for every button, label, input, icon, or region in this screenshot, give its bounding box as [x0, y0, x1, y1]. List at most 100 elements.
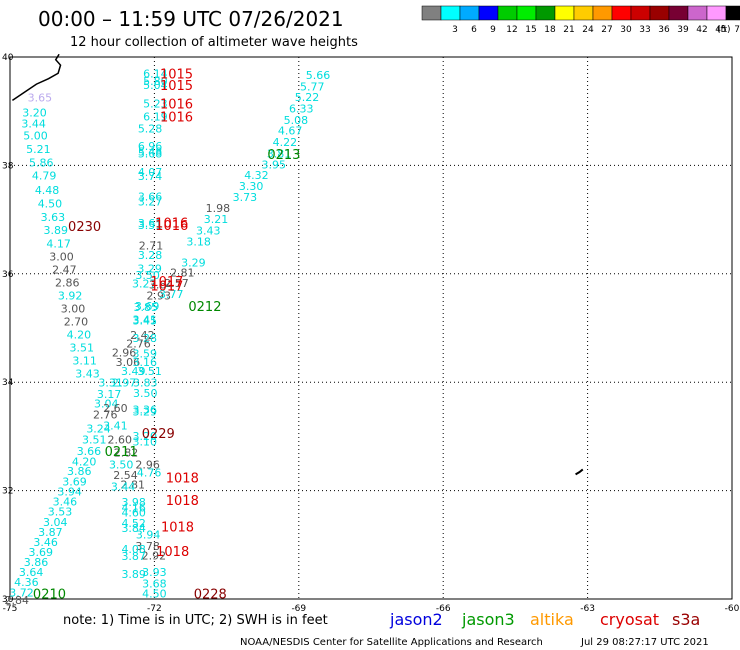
color-scale: 36912151821242730333639424570(ft): [421, 5, 740, 35]
wave-height-value: 3.30: [239, 180, 264, 193]
y-tick-label: 40: [2, 53, 14, 63]
wave-height-value: 5.28: [138, 123, 163, 136]
wave-height-value: 2.81: [170, 267, 195, 280]
wave-height-value: 5.22: [295, 91, 320, 104]
wave-height-value: 5.66: [306, 69, 331, 82]
wave-height-value: 3.94: [57, 486, 82, 499]
color-scale-label: 36: [658, 25, 670, 35]
wave-height-value: 3.74: [138, 170, 163, 183]
wave-height-value: 3.06: [116, 356, 141, 369]
satellite-name: altika: [530, 610, 574, 629]
y-tick-label: 32: [2, 487, 13, 497]
wave-height-value: 3.20: [133, 430, 158, 443]
color-scale-label: 18: [544, 25, 556, 35]
wave-height-value: 3.98: [121, 496, 146, 509]
wave-height-value: 3.29: [133, 405, 158, 418]
wave-height-value: 3.00: [61, 302, 86, 315]
wave-height-value: 4.50: [38, 197, 63, 210]
wave-height-value: 2.42: [130, 329, 155, 342]
wave-height-value: 3.69: [29, 546, 54, 559]
wave-height-value: 4.79: [32, 170, 57, 183]
wave-height-value: 4.08: [121, 543, 146, 556]
color-swatch: [611, 5, 632, 21]
pass-label: 1015: [160, 67, 193, 82]
wave-height-value: 5.21: [26, 143, 51, 156]
wave-height-value: 3.89: [121, 568, 146, 581]
wave-height-value: 3.89: [43, 224, 68, 237]
x-tick-label: -69: [291, 604, 306, 614]
wave-height-value: 3.92: [58, 289, 83, 302]
axis-ticks: -75 -72 -69 -66 -63 -60 30 32 34 36 38 40: [2, 53, 740, 614]
wave-height-value: 4.52: [121, 517, 146, 530]
wave-height-value: 3.45: [133, 314, 158, 327]
wave-height-value: 3.69: [62, 475, 87, 488]
color-scale-label: 21: [563, 25, 574, 35]
wave-height-value: 3.84: [121, 522, 146, 535]
wave-height-value: 6.33: [289, 102, 314, 115]
wave-height-value: 2.84: [4, 594, 29, 607]
color-scale-label: 39: [677, 25, 689, 35]
color-scale-label: 9: [490, 25, 496, 35]
wave-height-value: 3.61: [138, 217, 163, 230]
color-scale-label: 27: [601, 25, 612, 35]
wave-height-value: 3.51: [69, 342, 94, 355]
pass-label: 0213: [267, 148, 300, 163]
wave-height-value: 3.18: [186, 235, 211, 248]
wave-height-value: 3.93: [142, 566, 167, 579]
pass-label: 1017: [150, 275, 183, 290]
wave-height-value: 3.46: [53, 495, 78, 508]
wave-height-value: 3.59: [133, 347, 158, 360]
wave-height-value: 2.96: [135, 459, 160, 472]
wave-height-value: 3.11: [72, 355, 97, 368]
wave-height-value: 4.76: [137, 467, 162, 480]
color-swatch: [535, 5, 556, 21]
pass-label: 1018: [156, 545, 189, 560]
wave-height-value: 3.78: [135, 540, 160, 553]
pass-label: 1016: [155, 216, 188, 231]
pass-label: 1016: [155, 219, 188, 234]
wave-height-value: 3.64: [19, 566, 44, 579]
wave-height-value: 3.04: [94, 397, 119, 410]
island-path: [575, 468, 584, 476]
wave-height-value: 4.67: [278, 125, 303, 138]
color-swatch: [516, 5, 537, 21]
wave-height-value: 2.54: [113, 469, 138, 482]
color-swatch: [459, 5, 480, 21]
y-tick-label: 36: [2, 270, 14, 280]
coastline-path: [11, 53, 62, 101]
wave-height-value: 3.65: [28, 92, 53, 105]
wave-height-value: 3.43: [75, 368, 100, 381]
color-swatch: [725, 5, 740, 21]
wave-height-value: 3.50: [133, 387, 158, 400]
pass-label: 1015: [160, 79, 193, 94]
color-scale-label: 24: [582, 25, 594, 35]
pass-label: 1018: [161, 520, 194, 535]
x-tick-label: -63: [580, 604, 595, 614]
pass-label: 1018: [166, 472, 199, 487]
wave-height-value: 3.29: [181, 256, 206, 269]
color-scale-label: 33: [639, 25, 650, 35]
color-scale-label: 6: [471, 25, 477, 35]
wave-height-value: 3.04: [43, 516, 68, 529]
wave-height-value: 3.87: [121, 550, 146, 563]
color-swatch: [668, 5, 689, 21]
color-scale-unit: (ft): [717, 25, 731, 35]
pass-label: 1017: [150, 280, 183, 295]
color-swatch: [573, 5, 594, 21]
color-swatch: [421, 5, 442, 21]
pass-label: 0210: [33, 588, 66, 603]
pass-label: 1018: [166, 494, 199, 509]
chart-subtitle: 12 hour collection of altimeter wave hei…: [70, 35, 358, 50]
wave-height-value: 2.47: [52, 263, 77, 276]
wave-height-value: 3.44: [21, 118, 46, 131]
wave-height-value: 3.29: [137, 262, 162, 275]
wave-height-value: 3.31: [98, 377, 123, 390]
color-swatch: [630, 5, 651, 21]
wave-height-value: 3.43: [196, 224, 221, 237]
wave-height-value: 3.95: [262, 158, 287, 171]
wave-height-value: 4.17: [46, 237, 71, 250]
x-tick-label: -72: [147, 604, 162, 614]
wave-height-value: 4.32: [244, 169, 269, 182]
